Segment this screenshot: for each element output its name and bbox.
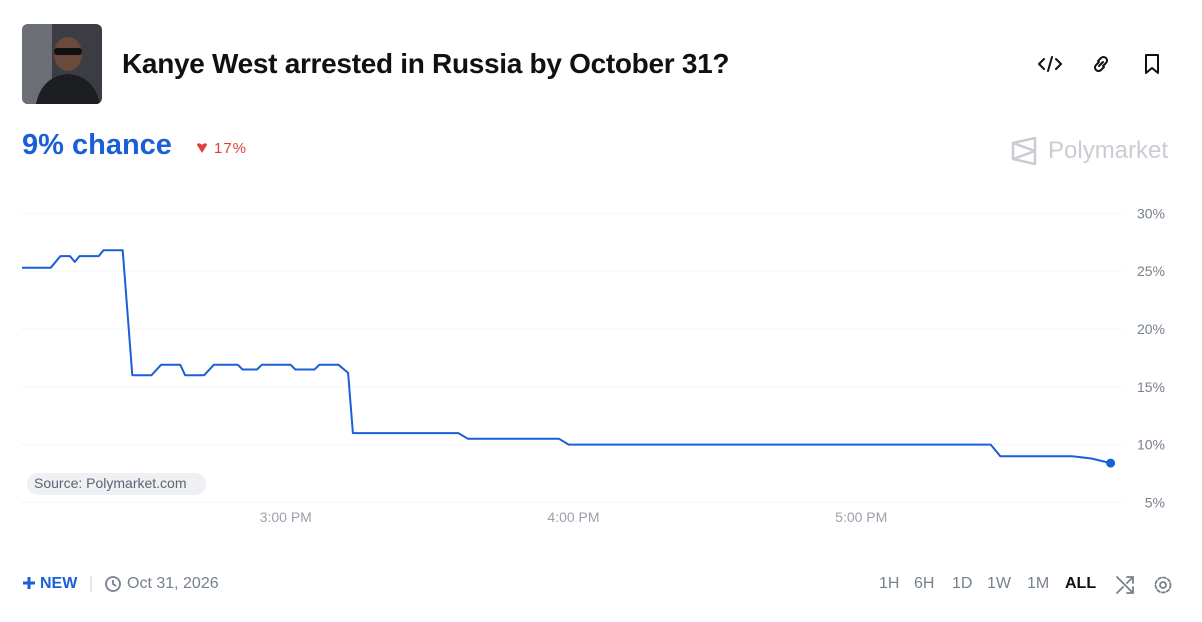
source-badge: [27, 473, 206, 495]
avatar: [22, 24, 102, 104]
shuffle-button[interactable]: [1116, 576, 1134, 594]
x-tick-label: 4:00 PM: [547, 509, 599, 525]
range-button[interactable]: 6H: [914, 575, 935, 592]
y-tick-label: 15%: [1137, 379, 1165, 395]
chart: Source: Polymarket.com 5% 10% 15% 20% 25% 30%…: [22, 205, 1165, 525]
settings-button[interactable]: [1154, 576, 1172, 594]
clock-icon: [105, 576, 121, 592]
market-title: Kanye West arrested in Russia by October…: [122, 48, 730, 79]
y-tick-label: 20%: [1137, 321, 1165, 337]
link-button[interactable]: [1093, 55, 1109, 73]
header-actions: [1038, 54, 1159, 74]
bookmark-button[interactable]: [1145, 54, 1159, 74]
y-tick-label: 5%: [1145, 494, 1165, 510]
new-icon: [23, 577, 35, 589]
y-tick-label: 10%: [1137, 437, 1165, 453]
change: 17%: [214, 140, 248, 157]
footer-tools: [1116, 576, 1172, 594]
range-button[interactable]: 1D: [952, 575, 973, 592]
brand: Polymarket: [1048, 137, 1169, 164]
range-button[interactable]: 1M: [1027, 575, 1050, 592]
y-tick-label: 25%: [1137, 263, 1165, 279]
source: Source: Polymarket.com: [34, 475, 187, 491]
separator: |: [89, 575, 94, 592]
range-button[interactable]: 1W: [987, 575, 1011, 592]
range-button[interactable]: ALL: [1065, 575, 1097, 592]
down-arrow: [197, 143, 207, 153]
embed-button[interactable]: [1038, 56, 1062, 72]
brand-logo: [1011, 137, 1037, 165]
end-date: Oct 31, 2026: [127, 575, 219, 592]
range-button[interactable]: 1H: [879, 575, 900, 592]
price-line: [22, 249, 1111, 465]
last-point: [1106, 458, 1116, 468]
chance: 9% chance: [22, 129, 172, 161]
x-tick-label: 3:00 PM: [260, 509, 312, 525]
x-tick-label: 5:00 PM: [835, 509, 887, 525]
y-tick-label: 30%: [1137, 205, 1165, 221]
new-label: NEW: [40, 575, 78, 592]
